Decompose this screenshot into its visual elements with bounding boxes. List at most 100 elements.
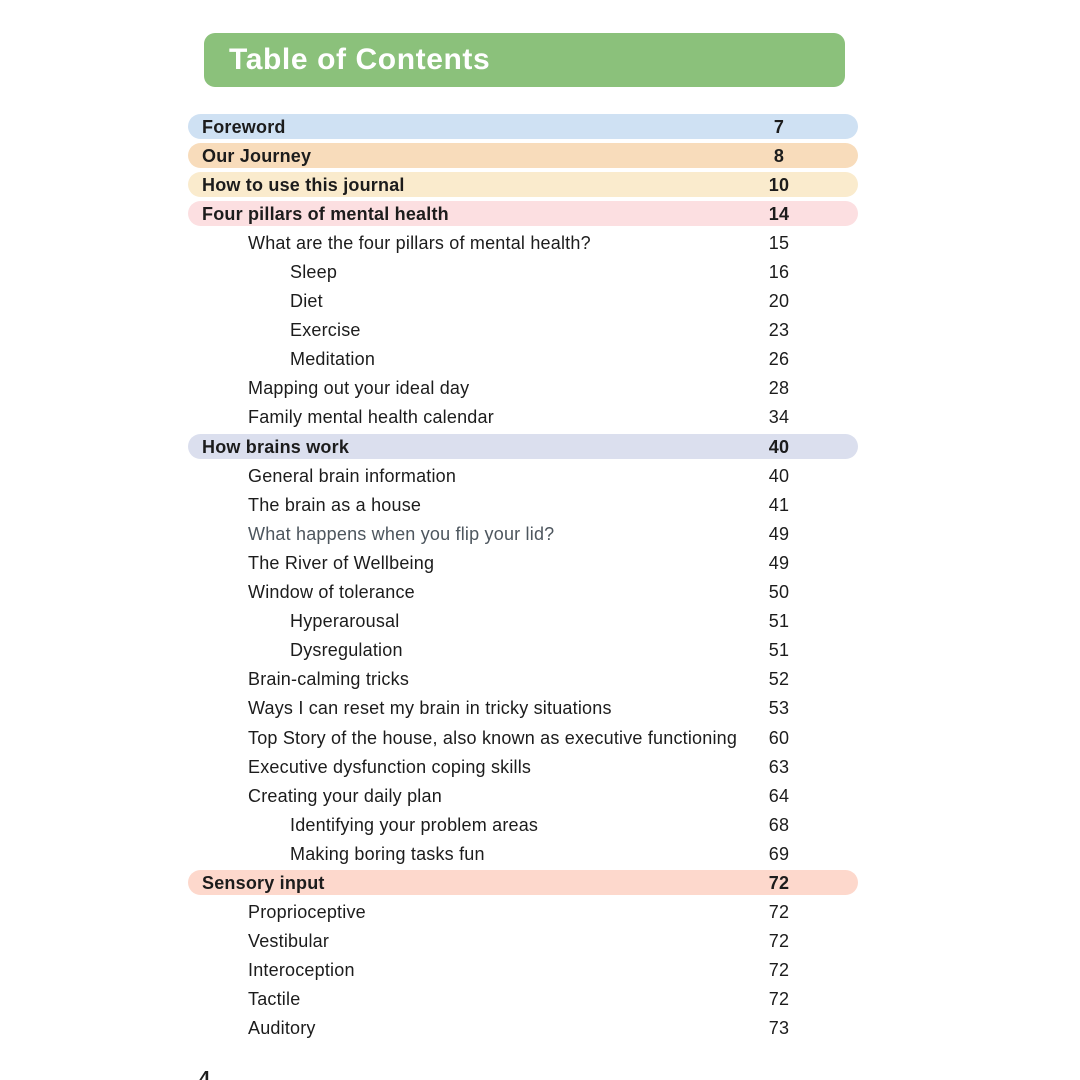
table-of-contents: Foreword 7 Our Journey 8 How to use this… (188, 112, 858, 1043)
toc-entry-label: Ways I can reset my brain in tricky situ… (248, 698, 612, 719)
toc-entry: Exercise 23 (188, 316, 858, 345)
toc-entry-page: 51 (768, 611, 790, 632)
toc-entry: Hyperarousal 51 (188, 607, 858, 636)
toc-entry: Sensory input 72 (188, 870, 858, 896)
toc-entry-label: Vestibular (248, 931, 330, 952)
toc-entry-page: 16 (768, 262, 790, 283)
toc-entry: What happens when you flip your lid? 49 (188, 519, 858, 548)
toc-entry-page: 26 (768, 349, 790, 370)
toc-entry-page: 52 (768, 669, 790, 690)
toc-entry-page: 68 (768, 814, 790, 835)
toc-entry-label: What are the four pillars of mental heal… (248, 232, 591, 253)
toc-entry-page: 41 (768, 494, 790, 515)
toc-entry-label: Making boring tasks fun (290, 843, 485, 864)
toc-entry: Auditory 73 (188, 1014, 858, 1043)
toc-entry-page: 7 (773, 116, 785, 137)
toc-entry-label: Mapping out your ideal day (248, 378, 470, 399)
toc-entry: Top Story of the house, also known as ex… (188, 723, 858, 752)
toc-entry-label: Window of tolerance (248, 582, 415, 603)
toc-entry-page: 60 (768, 727, 790, 748)
toc-entry-label: Exercise (290, 320, 361, 341)
toc-entry-page: 72 (768, 989, 790, 1010)
toc-entry-page: 63 (768, 756, 790, 777)
toc-entry-label: Meditation (290, 349, 376, 370)
page-number: 4 (199, 1068, 211, 1080)
toc-entry-page: 72 (768, 931, 790, 952)
toc-entry-page: 14 (768, 203, 790, 224)
page-title-banner: Table of Contents (204, 33, 845, 87)
toc-entry: Four pillars of mental health 14 (188, 201, 858, 227)
toc-entry-page: 23 (768, 320, 790, 341)
toc-entry: General brain information 40 (188, 461, 858, 490)
toc-entry: Proprioceptive 72 (188, 898, 858, 927)
toc-entry: Our Journey 8 (188, 143, 858, 169)
toc-entry-label: Dysregulation (290, 640, 403, 661)
toc-entry-page: 50 (768, 582, 790, 603)
toc-entry-page: 49 (768, 523, 790, 544)
toc-entry-page: 72 (768, 902, 790, 923)
toc-entry-label: Executive dysfunction coping skills (248, 756, 532, 777)
toc-entry-page: 72 (768, 872, 790, 893)
toc-entry: Meditation 26 (188, 345, 858, 374)
toc-entry-page: 64 (768, 785, 790, 806)
toc-entry: Dysregulation 51 (188, 636, 858, 665)
toc-entry: Making boring tasks fun 69 (188, 839, 858, 868)
toc-entry-label: Sensory input (202, 872, 325, 893)
toc-entry-label: The brain as a house (248, 494, 422, 515)
toc-entry: How to use this journal 10 (188, 172, 858, 198)
toc-entry-label: Interoception (248, 960, 355, 981)
toc-entry-label: What happens when you flip your lid? (248, 523, 555, 544)
toc-entry: Brain-calming tricks 52 (188, 665, 858, 694)
toc-entry-label: Diet (290, 291, 323, 312)
toc-entry-page: 20 (768, 291, 790, 312)
toc-entry-page: 49 (768, 552, 790, 573)
toc-entry-label: How brains work (202, 436, 350, 457)
toc-entry-label: Family mental health calendar (248, 407, 494, 428)
toc-entry-label: Tactile (248, 989, 301, 1010)
toc-entry-label: Proprioceptive (248, 902, 366, 923)
toc-entry-label: Foreword (202, 116, 286, 137)
toc-entry-page: 15 (768, 232, 790, 253)
toc-entry-label: Creating your daily plan (248, 785, 442, 806)
toc-entry: Window of tolerance 50 (188, 578, 858, 607)
toc-entry-label: Top Story of the house, also known as ex… (248, 727, 738, 748)
toc-entry-label: Our Journey (202, 145, 312, 166)
toc-entry-page: 28 (768, 378, 790, 399)
toc-entry-page: 40 (768, 436, 790, 457)
toc-entry-page: 40 (768, 465, 790, 486)
toc-entry-label: Brain-calming tricks (248, 669, 410, 690)
page-title: Table of Contents (229, 43, 491, 76)
toc-entry: Creating your daily plan 64 (188, 781, 858, 810)
toc-entry-page: 51 (768, 640, 790, 661)
toc-entry: Foreword 7 (188, 114, 858, 140)
toc-entry: The River of Wellbeing 49 (188, 548, 858, 577)
toc-entry: The brain as a house 41 (188, 490, 858, 519)
toc-entry: Diet 20 (188, 287, 858, 316)
toc-entry-label: Hyperarousal (290, 611, 400, 632)
toc-entry: Ways I can reset my brain in tricky situ… (188, 694, 858, 723)
toc-entry-label: The River of Wellbeing (248, 552, 435, 573)
toc-entry: How brains work 40 (188, 434, 858, 460)
toc-entry-label: Identifying your problem areas (290, 814, 539, 835)
toc-entry: Family mental health calendar 34 (188, 403, 858, 432)
toc-entry: Sleep 16 (188, 257, 858, 286)
toc-entry-label: Sleep (290, 262, 338, 283)
toc-entry: What are the four pillars of mental heal… (188, 228, 858, 257)
toc-entry-label: Auditory (248, 1018, 316, 1039)
toc-entry-page: 73 (768, 1018, 790, 1039)
toc-entry-page: 69 (768, 843, 790, 864)
toc-entry: Tactile 72 (188, 985, 858, 1014)
toc-entry-label: How to use this journal (202, 174, 405, 195)
toc-entry-label: Four pillars of mental health (202, 203, 449, 224)
toc-entry-label: General brain information (248, 465, 457, 486)
toc-entry-page: 72 (768, 960, 790, 981)
toc-entry-page: 53 (768, 698, 790, 719)
toc-entry: Vestibular 72 (188, 927, 858, 956)
toc-entry-page: 34 (768, 407, 790, 428)
toc-entry: Executive dysfunction coping skills 63 (188, 752, 858, 781)
toc-entry-page: 8 (773, 145, 785, 166)
toc-entry: Mapping out your ideal day 28 (188, 374, 858, 403)
toc-entry: Interoception 72 (188, 956, 858, 985)
toc-entry: Identifying your problem areas 68 (188, 810, 858, 839)
